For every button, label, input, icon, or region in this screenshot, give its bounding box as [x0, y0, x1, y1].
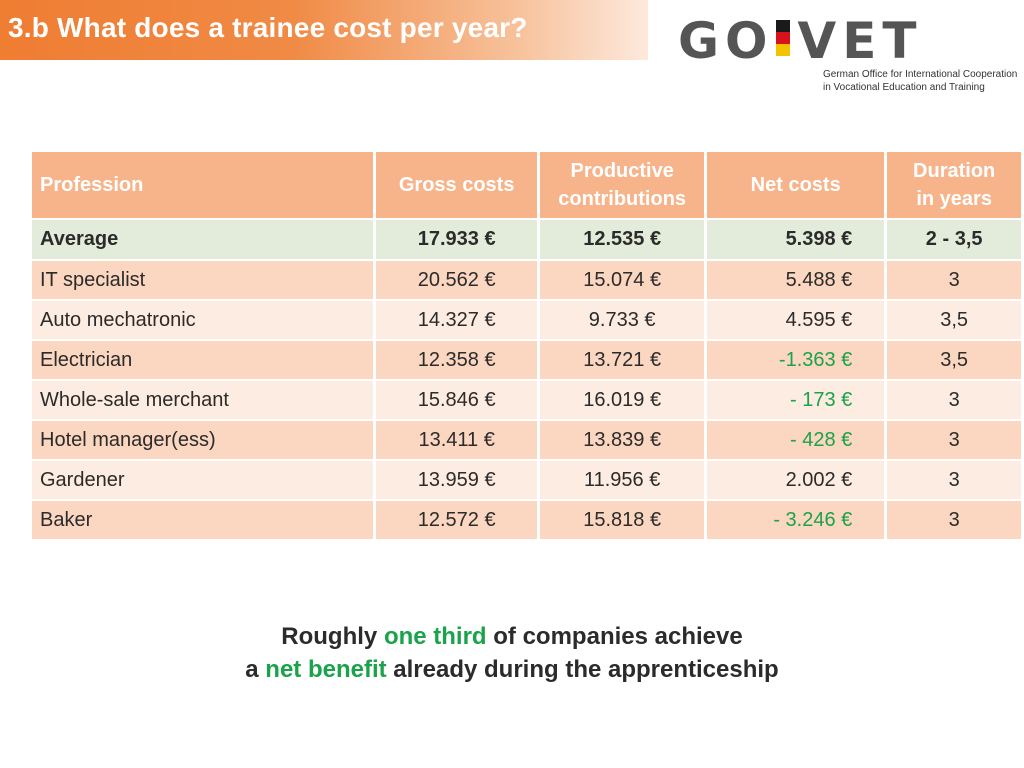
title-banner: 3.b What does a trainee cost per year? — [0, 0, 648, 60]
cell-gross: 12.358 € — [376, 341, 538, 379]
logo-word-left: GO — [678, 12, 774, 70]
header-productive-line1: Productive — [570, 160, 674, 182]
cell-net: 4.595 € — [707, 301, 885, 339]
cell-profession: IT specialist — [32, 261, 374, 299]
cell-net: 2.002 € — [707, 461, 885, 499]
cell-productive: 15.074 € — [540, 261, 705, 299]
summary-line1: Roughly one third of companies achieve — [0, 620, 1024, 653]
cell-duration: 3 — [887, 421, 1021, 459]
header-productive-contributions: Productive contributions — [540, 152, 705, 218]
cell-net: -1.363 € — [707, 341, 885, 379]
summary-highlight-one-third: one third — [383, 623, 487, 650]
summary-line1-pre: Roughly — [281, 623, 384, 650]
cell-gross: 14.327 € — [376, 301, 538, 339]
cell-productive: 16.019 € — [540, 381, 705, 419]
cell-productive: 13.839 € — [540, 421, 705, 459]
cell-gross: 15.846 € — [376, 381, 538, 419]
summary-line1-post: of companies achieve — [486, 623, 743, 650]
cell-gross: 13.411 € — [376, 421, 538, 459]
logo-wordmark: GO VET — [678, 14, 923, 68]
german-flag-icon — [775, 20, 790, 62]
logo-subtitle-line2: in Vocational Education and Training — [823, 82, 985, 93]
cell-duration: 3 — [887, 381, 1021, 419]
cell-profession: Hotel manager(ess) — [32, 421, 374, 459]
header-duration: Duration in years — [887, 152, 1021, 218]
cell-net: 5.398 € — [707, 220, 885, 259]
table-row: Electrician 12.358 € 13.721 € -1.363 € 3… — [32, 341, 1021, 379]
header-productive-line2: contributions — [558, 188, 687, 210]
logo-subtitle-line1: German Office for International Cooperat… — [823, 69, 1018, 80]
table-header-row: Profession Gross costs Productive contri… — [32, 152, 1021, 218]
header-net-costs: Net costs — [707, 152, 885, 218]
cell-duration: 3 — [887, 461, 1021, 499]
slide-title: 3.b What does a trainee cost per year? — [8, 12, 528, 43]
cell-net: - 428 € — [707, 421, 885, 459]
cell-productive: 9.733 € — [540, 301, 705, 339]
cell-gross: 13.959 € — [376, 461, 538, 499]
logo-word-right: VET — [797, 12, 923, 70]
trainee-cost-table: Profession Gross costs Productive contri… — [29, 150, 1024, 541]
cell-duration: 3 — [887, 501, 1021, 539]
header-duration-line1: Duration — [913, 160, 996, 182]
header-duration-line2: in years — [916, 188, 992, 210]
cell-gross: 17.933 € — [376, 220, 538, 259]
table-row: IT specialist 20.562 € 15.074 € 5.488 € … — [32, 261, 1021, 299]
cell-profession: Whole-sale merchant — [32, 381, 374, 419]
cell-gross: 12.572 € — [376, 501, 538, 539]
summary-line2: a net benefit already during the apprent… — [0, 653, 1024, 686]
cell-profession: Gardener — [32, 461, 374, 499]
cell-net: - 173 € — [707, 381, 885, 419]
table-row: Whole-sale merchant 15.846 € 16.019 € - … — [32, 381, 1021, 419]
govet-logo: GO VET German Office for International C… — [678, 14, 1018, 94]
cell-productive: 13.721 € — [540, 341, 705, 379]
header-profession: Profession — [32, 152, 374, 218]
cell-net: - 3.246 € — [707, 501, 885, 539]
cell-net: 5.488 € — [707, 261, 885, 299]
logo-subtitle: German Office for International Cooperat… — [823, 68, 1017, 94]
header-gross-costs: Gross costs — [376, 152, 538, 218]
table-row: Hotel manager(ess) 13.411 € 13.839 € - 4… — [32, 421, 1021, 459]
table-row: Auto mechatronic 14.327 € 9.733 € 4.595 … — [32, 301, 1021, 339]
cell-profession: Average — [32, 220, 374, 259]
cell-productive: 11.956 € — [540, 461, 705, 499]
cell-profession: Electrician — [32, 341, 374, 379]
summary-line2-pre: a — [245, 656, 266, 683]
cell-duration: 3,5 — [887, 301, 1021, 339]
cell-profession: Auto mechatronic — [32, 301, 374, 339]
table-row-average: Average 17.933 € 12.535 € 5.398 € 2 - 3,… — [32, 220, 1021, 259]
cell-profession: Baker — [32, 501, 374, 539]
summary-highlight-net-benefit: net benefit — [265, 656, 387, 683]
cell-duration: 3,5 — [887, 341, 1021, 379]
table-row: Baker 12.572 € 15.818 € - 3.246 € 3 — [32, 501, 1021, 539]
cell-gross: 20.562 € — [376, 261, 538, 299]
cell-duration: 3 — [887, 261, 1021, 299]
cell-duration: 2 - 3,5 — [887, 220, 1021, 259]
summary-note: Roughly one third of companies achieve a… — [0, 620, 1024, 686]
table-row: Gardener 13.959 € 11.956 € 2.002 € 3 — [32, 461, 1021, 499]
cell-productive: 12.535 € — [540, 220, 705, 259]
summary-line2-post: already during the apprenticeship — [386, 656, 779, 683]
cell-productive: 15.818 € — [540, 501, 705, 539]
